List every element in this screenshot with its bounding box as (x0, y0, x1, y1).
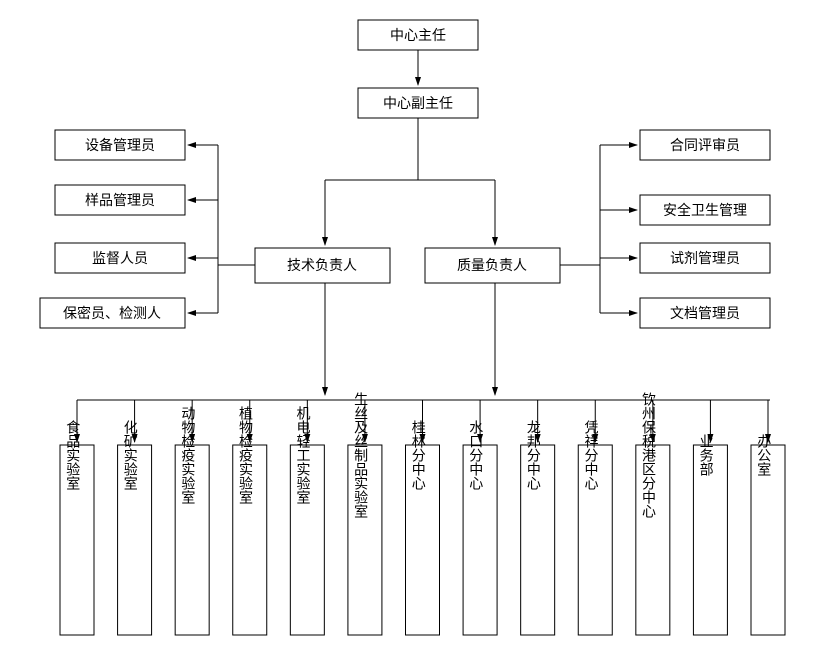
left-role-2: 监督人员 (55, 243, 185, 273)
left-role-1-label: 样品管理员 (85, 193, 155, 209)
right-role-0-label: 合同评审员 (670, 138, 740, 154)
left-role-3-label: 保密员、检测人 (63, 305, 161, 322)
right-role-1-label: 安全卫生管理 (663, 202, 747, 219)
left-role-3: 保密员、检测人 (40, 298, 185, 328)
director-label: 中心主任 (390, 28, 446, 44)
right-role-0: 合同评审员 (640, 130, 770, 160)
dept-label-10: 钦州保税港区分中心 (640, 392, 656, 518)
right-role-2-label: 试剂管理员 (670, 251, 740, 267)
dept-label-3: 植物检疫实验室 (237, 406, 253, 504)
tech-lead-label: 技术负责人 (287, 258, 357, 274)
tech-lead-box: 技术负责人 (255, 248, 390, 283)
dept-label-0: 食品实验室 (64, 419, 80, 490)
dept-label-9: 凭祥分中心 (582, 420, 598, 490)
left-role-2-label: 监督人员 (92, 251, 148, 267)
deputy-director-box: 中心副主任 (358, 88, 478, 118)
left-role-0-label: 设备管理员 (85, 137, 155, 154)
dept-label-8: 龙邦分中心 (525, 420, 541, 490)
dept-label-12: 办公室 (755, 434, 771, 476)
right-role-1: 安全卫生管理 (640, 195, 770, 225)
director-box: 中心主任 (358, 20, 478, 50)
right-role-3-label: 文档管理员 (670, 306, 740, 322)
dept-label-1: 化矿实验室 (122, 420, 138, 490)
dept-label-5: 生丝及丝制品实验室 (352, 392, 368, 518)
org-chart: 中心主任 中心副主任 技术负责人 质量负责人 设备管理员 样品管理员 监督人员 … (0, 0, 838, 669)
dept-label-2: 动物检疫实验室 (179, 406, 195, 504)
right-role-2: 试剂管理员 (640, 243, 770, 273)
deputy-director-label: 中心副主任 (383, 96, 453, 112)
dept-label-6: 桂林分中心 (410, 420, 426, 490)
dept-label-11: 业务部 (698, 434, 714, 476)
right-role-3: 文档管理员 (640, 298, 770, 328)
dept-label-7: 水口分中心 (467, 420, 483, 490)
dept-label-4: 机电轻工实验室 (295, 406, 311, 504)
quality-lead-box: 质量负责人 (425, 248, 560, 283)
left-role-1: 样品管理员 (55, 185, 185, 215)
left-role-0: 设备管理员 (55, 130, 185, 160)
quality-lead-label: 质量负责人 (457, 258, 527, 274)
